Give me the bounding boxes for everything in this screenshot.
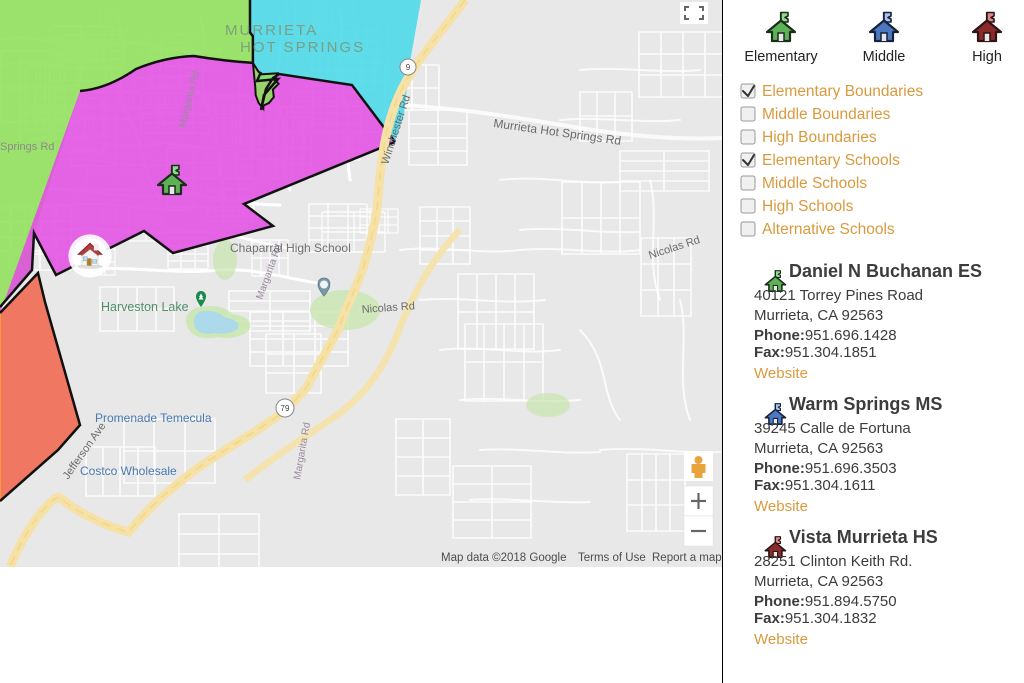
- svg-text:28251 Clinton Keith Rd.: 28251 Clinton Keith Rd.: [754, 553, 912, 570]
- svg-text:Report a map error: Report a map error: [652, 552, 722, 564]
- svg-text:MURRIETA: MURRIETA: [225, 22, 318, 39]
- svg-text:Fax:951.304.1611: Fax:951.304.1611: [754, 477, 876, 494]
- svg-text:High Schools: High Schools: [762, 198, 854, 215]
- svg-text:Alternative Schools: Alternative Schools: [762, 221, 895, 238]
- svg-text:Elementary Boundaries: Elementary Boundaries: [762, 83, 923, 100]
- svg-text:Murrieta, CA 92563: Murrieta, CA 92563: [754, 573, 883, 590]
- svg-text:Chaparral High School: Chaparral High School: [230, 241, 351, 255]
- svg-text:Website: Website: [754, 365, 808, 382]
- svg-text:Map data ©2018 Google: Map data ©2018 Google: [441, 552, 566, 564]
- svg-text:Website: Website: [754, 498, 808, 515]
- svg-text:Elementary: Elementary: [744, 49, 818, 65]
- svg-text:Middle: Middle: [863, 49, 906, 65]
- svg-text:Terms of Use: Terms of Use: [578, 552, 646, 564]
- svg-text:Harveston Lake: Harveston Lake: [101, 300, 189, 314]
- svg-text:Fax:951.304.1851: Fax:951.304.1851: [754, 344, 877, 361]
- svg-text:Warm Springs MS: Warm Springs MS: [789, 394, 942, 414]
- svg-text:Vista Murrieta HS: Vista Murrieta HS: [789, 527, 938, 547]
- svg-text:39245 Calle de Fortuna: 39245 Calle de Fortuna: [754, 420, 911, 437]
- svg-text:HOT SPRINGS: HOT SPRINGS: [240, 39, 365, 56]
- svg-text:High: High: [972, 49, 1002, 65]
- svg-text:Fax:951.304.1832: Fax:951.304.1832: [754, 610, 877, 627]
- svg-text:Murrieta, CA 92563: Murrieta, CA 92563: [754, 307, 883, 324]
- svg-text:Springs Rd: Springs Rd: [0, 141, 54, 153]
- svg-text:Murrieta, CA 92563: Murrieta, CA 92563: [754, 440, 883, 457]
- svg-text:Daniel N Buchanan ES: Daniel N Buchanan ES: [789, 261, 982, 281]
- svg-text:9: 9: [406, 63, 411, 72]
- svg-text:40121 Torrey Pines Road: 40121 Torrey Pines Road: [754, 287, 923, 304]
- svg-text:Elementary Schools: Elementary Schools: [762, 152, 900, 169]
- svg-text:Middle Schools: Middle Schools: [762, 175, 867, 192]
- svg-text:Middle Boundaries: Middle Boundaries: [762, 106, 891, 123]
- svg-text:Costco Wholesale: Costco Wholesale: [80, 464, 177, 478]
- svg-text:Website: Website: [754, 631, 808, 648]
- svg-text:High Boundaries: High Boundaries: [762, 129, 877, 146]
- svg-text:Promenade Temecula: Promenade Temecula: [95, 411, 212, 425]
- svg-text:Phone:951.696.3503: Phone:951.696.3503: [754, 460, 897, 477]
- svg-text:Phone:951.894.5750: Phone:951.894.5750: [754, 593, 897, 610]
- svg-text:Phone:951.696.1428: Phone:951.696.1428: [754, 327, 897, 344]
- svg-text:79: 79: [281, 404, 290, 413]
